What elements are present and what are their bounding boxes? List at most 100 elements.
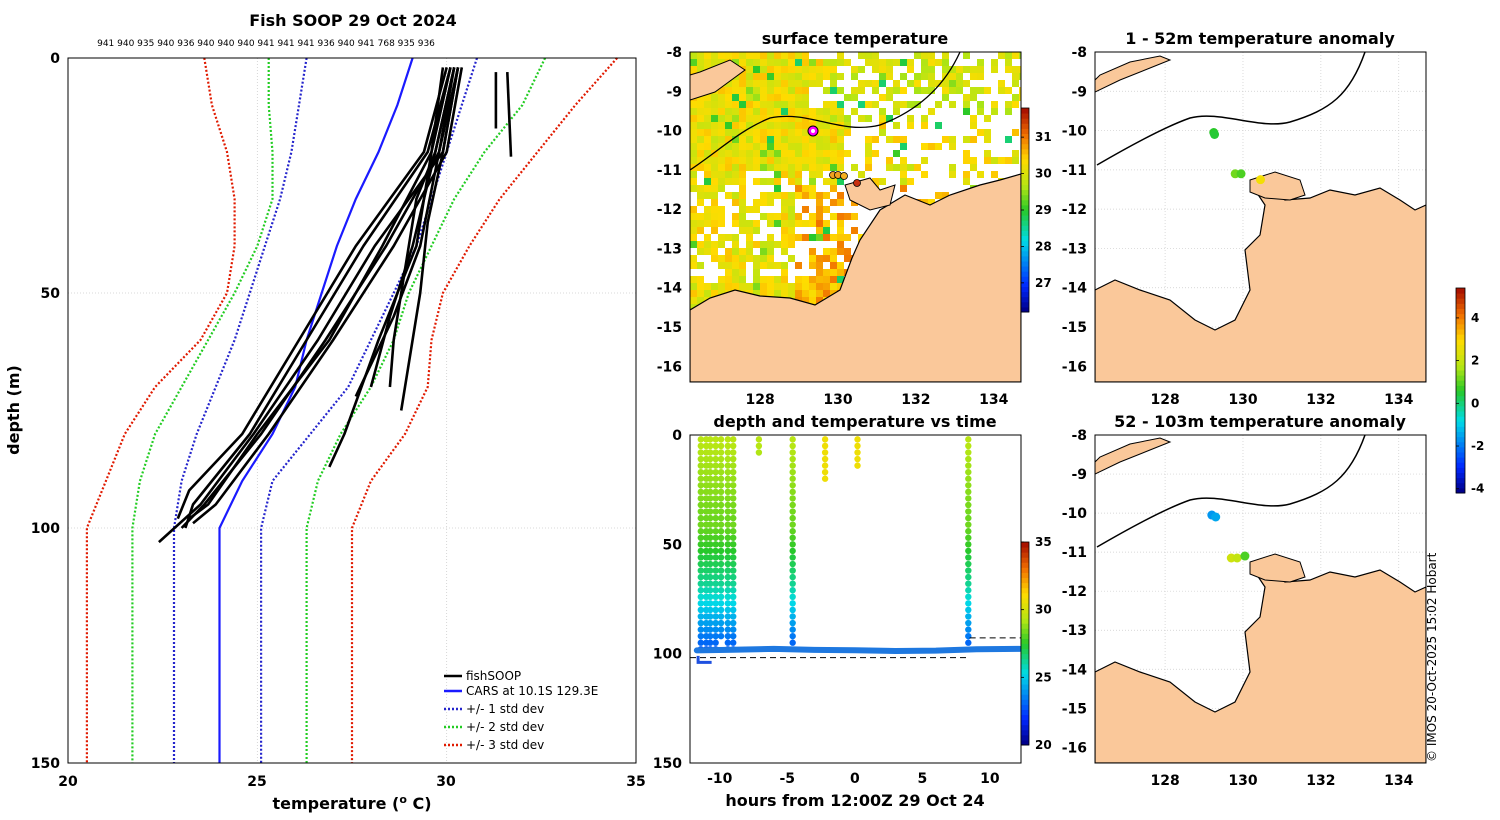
anomaly-point [1211, 512, 1221, 522]
sst-pixel [774, 59, 781, 66]
map-ytick: -14 [1062, 281, 1088, 297]
sst-pixel [732, 129, 739, 136]
time-cast-point [789, 488, 796, 496]
time-title: depth and temperature vs time [713, 412, 996, 431]
sst-pixel [830, 136, 837, 143]
sst-pixel [1019, 66, 1021, 73]
sst-pixel [725, 171, 732, 178]
profile-xtick: 30 [436, 774, 456, 790]
anomaly-colorbar-segment [1456, 431, 1465, 438]
sst-pixel [697, 227, 704, 234]
sst-pixel [767, 283, 774, 290]
sst-pixel [711, 178, 718, 185]
sst-pixel [858, 66, 865, 73]
sst-colorbar-segment [1021, 225, 1029, 231]
time-cast-point [717, 587, 725, 594]
time-cast-point [717, 580, 725, 587]
map-ytick: -13 [1062, 241, 1087, 257]
sst-pixel [697, 136, 704, 143]
sst-pixel [760, 283, 767, 290]
time-cast-point [730, 600, 737, 607]
anomaly-colorbar-segment [1456, 298, 1465, 304]
sst-pixel [725, 248, 732, 255]
sst-pixel [851, 164, 858, 171]
sst-pixel [809, 136, 816, 143]
time-cast-point [697, 514, 705, 522]
time-cast-point [717, 600, 725, 607]
sst-pixel [816, 290, 823, 297]
time-cast-point [697, 626, 705, 633]
time-cast-point [712, 455, 719, 463]
sst-pixel [942, 94, 949, 101]
time-cast-point [730, 632, 737, 640]
time-cast-point [707, 554, 714, 561]
anomaly-point [1236, 169, 1246, 179]
sst-pixel [697, 192, 704, 199]
sst-pixel [949, 80, 956, 87]
profile-ytick: 100 [31, 521, 60, 537]
sst-pixel [732, 108, 739, 115]
sst-colorbar-segment [1021, 245, 1029, 252]
time-cast-point [730, 436, 737, 443]
sst-pixel [837, 213, 844, 220]
time-cast-point [724, 587, 732, 594]
sst-pixel [718, 52, 725, 59]
anomaly-upper-points [1209, 128, 1265, 185]
sst-pixel [928, 66, 935, 73]
anomaly-colorbar-segment [1456, 416, 1465, 422]
sst-pixel [732, 241, 739, 248]
sst-pixel [697, 262, 704, 269]
sst-colorbar-segment [1021, 189, 1029, 196]
sst-pixel [970, 157, 977, 164]
sst-pixel [991, 157, 998, 164]
sst-pixel [1019, 94, 1021, 101]
time-cast-point [712, 619, 719, 627]
sst-pixel [809, 185, 816, 192]
sst-pixel [711, 122, 718, 129]
sst-pixel [998, 52, 1005, 59]
sst-pixel [739, 276, 746, 283]
sst-pixel [690, 234, 697, 241]
time-cast-point [707, 521, 714, 528]
sst-colorbar-segment [1021, 261, 1029, 267]
sst-colorbar-segment [1021, 255, 1029, 262]
sst-pixel [767, 178, 774, 185]
time-colorbar-segment [1021, 643, 1029, 650]
sst-pixel [760, 213, 767, 220]
sst-pixel [767, 241, 774, 248]
sst-pixel [767, 157, 774, 164]
time-cast-point [724, 573, 732, 581]
time-cast-point [712, 449, 719, 456]
sst-pixel [781, 213, 788, 220]
sst-panel: surface temperature -8-9-10-11-12-13-14-… [657, 29, 1052, 408]
sst-pixel [739, 136, 746, 143]
sst-pixel [823, 178, 830, 185]
sst-pixel [760, 108, 767, 115]
sst-colorbar-segment [1021, 159, 1029, 165]
time-cast-point [697, 495, 705, 502]
sst-pixel [809, 248, 816, 255]
sst-pixel [949, 136, 956, 143]
sst-pixel [753, 255, 760, 262]
sst-pixel [823, 150, 830, 157]
anomaly-lower-title: 52 - 103m temperature anomaly [1114, 412, 1406, 431]
time-cast-point [697, 488, 705, 496]
time-cast-point [697, 560, 705, 568]
time-cast-point [717, 573, 725, 581]
sst-pixel [760, 143, 767, 150]
sst-pixel [753, 150, 760, 157]
sst-pixel [760, 73, 767, 80]
sst-pixel [830, 248, 837, 255]
sst-pixel [774, 52, 781, 59]
time-cast-point [712, 462, 719, 469]
sst-pixel [879, 66, 886, 73]
sst-pixel [823, 157, 830, 164]
map-xtick: 134 [1384, 392, 1413, 408]
sst-pixel [795, 94, 802, 101]
map-ytick: -12 [1062, 202, 1087, 218]
map-ytick: -15 [1062, 320, 1087, 336]
sst-pixel [823, 283, 830, 290]
time-cast-point [789, 613, 796, 620]
time-cast-point [755, 449, 763, 456]
sst-pixel [900, 178, 907, 185]
